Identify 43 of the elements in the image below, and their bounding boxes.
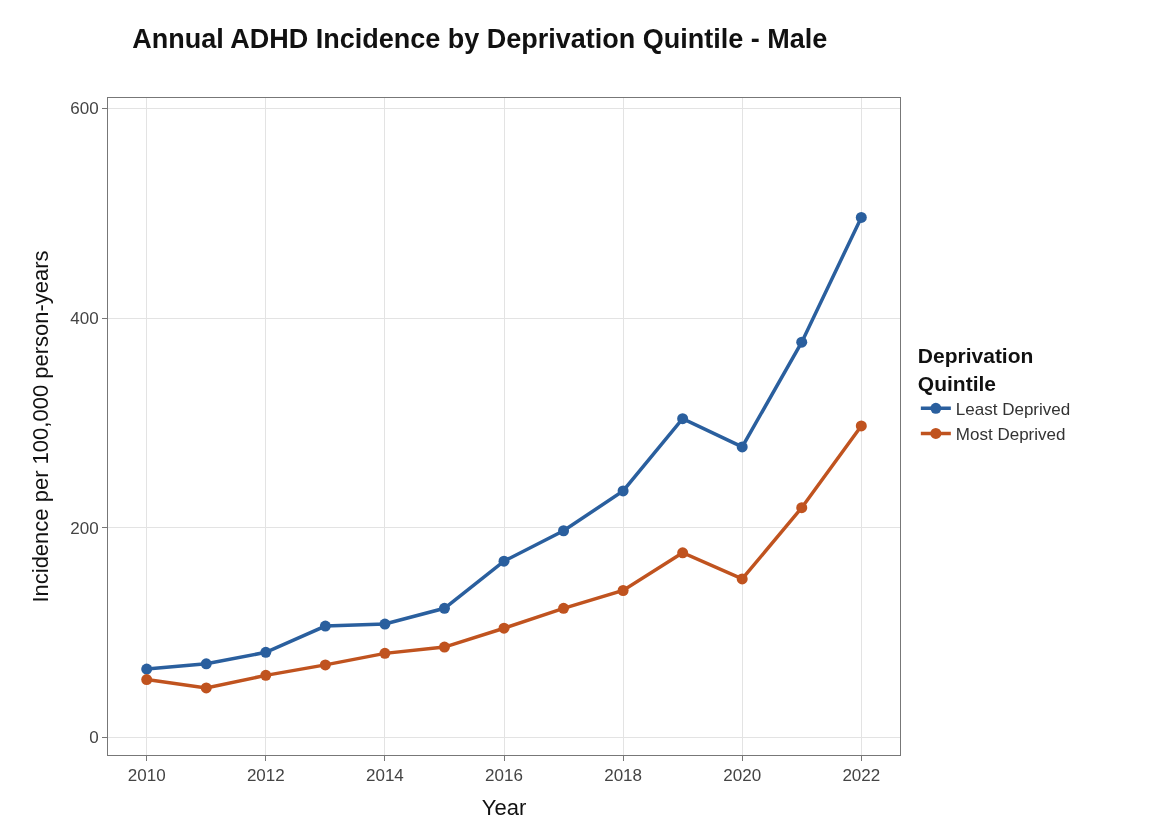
x-tick-label: 2018: [604, 766, 643, 786]
point: [736, 573, 748, 585]
y-tick-label: 0: [89, 728, 99, 748]
x-tick-label: 2020: [723, 766, 762, 786]
legend-title: Deprivation Quintile: [917, 344, 1034, 395]
point: [677, 413, 689, 425]
point: [319, 659, 331, 671]
point: [200, 658, 212, 670]
point: [736, 441, 748, 453]
x-tick-label: 2014: [365, 766, 404, 786]
x-tick-label: 2016: [485, 766, 523, 786]
point: [379, 647, 391, 659]
point: [438, 641, 450, 653]
point: [498, 622, 510, 634]
chart-title: Annual ADHD Incidence by Deprivation Quintile - Male: [132, 24, 828, 55]
point: [200, 682, 212, 694]
point: [141, 674, 153, 686]
y-tick-label: 400: [70, 309, 99, 328]
x-tick-label: 2022: [842, 766, 881, 786]
legend-label: Most Deprived: [955, 425, 1066, 445]
point: [558, 602, 570, 614]
y-axis-title: Incidence per 100,000 person-years: [28, 250, 54, 603]
x-tick-label: 2010: [127, 766, 166, 786]
point: [498, 555, 510, 567]
point: [260, 646, 272, 658]
point: [796, 336, 808, 348]
point: [855, 420, 867, 432]
point: [141, 663, 153, 675]
y-tick-label: 600: [70, 99, 99, 119]
point: [438, 602, 450, 614]
point: [796, 502, 808, 514]
point: [617, 584, 629, 596]
point: [260, 669, 272, 681]
x-axis-title: Year: [481, 795, 527, 821]
point: [855, 211, 867, 223]
point: [677, 547, 689, 559]
point: [319, 620, 331, 632]
point: [379, 618, 391, 630]
legend-label: Least Deprived: [955, 399, 1071, 419]
x-tick-label: 2012: [246, 766, 285, 786]
point: [558, 525, 570, 537]
y-tick-label: 200: [70, 518, 99, 538]
point: [617, 485, 629, 497]
